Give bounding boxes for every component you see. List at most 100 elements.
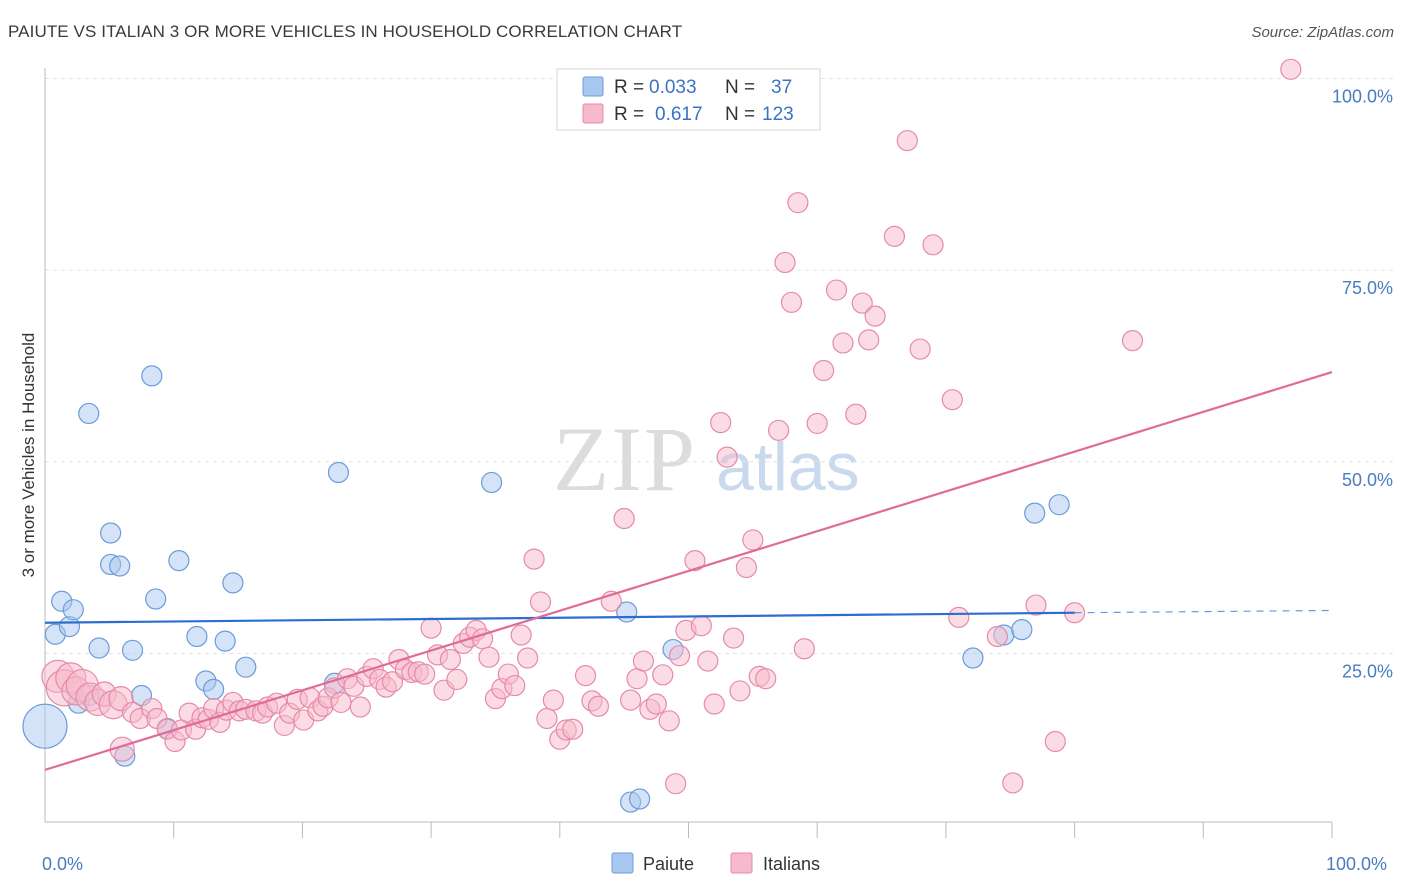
italians-point xyxy=(793,638,815,660)
y-axis-title: 3 or more Vehicles in Household xyxy=(19,333,38,578)
italians-point xyxy=(755,668,777,690)
italians-point xyxy=(883,225,906,247)
series-legend-swatch-italians xyxy=(730,852,753,874)
watermark-atlas: atlas xyxy=(716,429,860,505)
paiute-point xyxy=(78,402,100,425)
italians-point xyxy=(587,695,610,717)
italians-point xyxy=(504,674,526,697)
paiute-point xyxy=(222,572,244,594)
italians-point xyxy=(632,650,655,672)
paiute-point xyxy=(235,656,257,678)
legend-r-value-italians: 0.617 xyxy=(655,104,703,125)
italians-point xyxy=(941,389,963,411)
trendlines xyxy=(44,371,1333,771)
chart-source: Source: ZipAtlas.com xyxy=(1251,24,1394,41)
legend-n-label-paiute: N = xyxy=(725,77,755,98)
italians-point xyxy=(613,507,635,530)
paiute-point xyxy=(62,599,84,621)
italians-point xyxy=(562,718,584,740)
italians-point xyxy=(722,627,745,649)
italians-point xyxy=(478,646,500,668)
italians-point xyxy=(658,710,680,732)
italians-point xyxy=(1280,58,1302,80)
italians-point xyxy=(420,617,442,639)
italians-point xyxy=(645,693,667,715)
italians-point xyxy=(542,689,564,711)
italians-point xyxy=(774,251,796,274)
italians-point xyxy=(1044,730,1066,753)
paiute-point xyxy=(1011,619,1033,641)
paiute-point xyxy=(22,703,68,749)
paiute-point xyxy=(1024,502,1046,524)
italians-point xyxy=(349,696,371,718)
legend-r-label-paiute: R = xyxy=(614,77,644,98)
italians-point xyxy=(665,773,687,795)
italians-point xyxy=(806,412,828,435)
italians-point xyxy=(948,606,970,628)
italians-point xyxy=(716,446,738,468)
chart-title: PAIUTE VS ITALIAN 3 OR MORE VEHICLES IN … xyxy=(8,22,683,41)
series-legend-swatch-paiute xyxy=(611,852,634,874)
legend-r-label-italians: R = xyxy=(614,104,644,125)
watermark-zip: ZIP xyxy=(553,408,697,510)
italians-point xyxy=(703,693,725,715)
paiute-point xyxy=(480,471,503,494)
italians-point xyxy=(767,419,790,441)
italians-points xyxy=(41,58,1302,795)
paiute-trendline xyxy=(44,611,1075,624)
italians-point xyxy=(697,650,719,672)
paiute-point xyxy=(88,637,110,659)
italians-point xyxy=(909,338,931,360)
italians-point xyxy=(710,412,732,434)
italians-point xyxy=(529,591,552,613)
italians-point xyxy=(922,234,944,256)
italians-point xyxy=(1002,772,1024,794)
italians-point xyxy=(780,291,803,313)
italians-point xyxy=(626,668,648,690)
italians-point xyxy=(825,279,848,301)
italians-point xyxy=(845,403,867,425)
italians-point xyxy=(986,625,1008,648)
legend-r-value-paiute: 0.033 xyxy=(649,77,697,98)
italians-point xyxy=(668,645,691,667)
paiute-point xyxy=(1048,494,1070,516)
y-tick-labels: 25.0% 50.0% 75.0% 100.0% xyxy=(1332,87,1393,682)
italians-point xyxy=(742,529,764,551)
legend-n-value-italians: 123 xyxy=(762,104,794,125)
italians-point xyxy=(832,332,854,354)
italians-point xyxy=(729,680,751,702)
paiute-point xyxy=(100,522,122,544)
x-ticks xyxy=(173,822,1333,838)
italians-point xyxy=(536,707,558,730)
italians-trendline xyxy=(44,371,1333,771)
italians-point xyxy=(523,548,545,570)
x-tick-label-max: 100.0% xyxy=(1326,854,1387,874)
italians-point xyxy=(517,647,539,669)
italians-point xyxy=(619,689,642,711)
italians-point xyxy=(787,192,809,214)
paiute-point xyxy=(168,550,190,572)
gridlines xyxy=(45,78,1395,654)
stats-legend: R = 0.033 N = 37 R = 0.617 N = 123 xyxy=(556,68,821,131)
y-tick-label: 50.0% xyxy=(1342,470,1393,490)
paiute-point xyxy=(141,365,163,387)
paiute-point xyxy=(214,630,236,652)
y-tick-label: 100.0% xyxy=(1332,87,1393,107)
italians-point xyxy=(510,624,532,646)
legend-n-label-italians: N = xyxy=(725,104,755,125)
y-tick-label: 75.0% xyxy=(1342,278,1393,298)
italians-point xyxy=(574,665,597,687)
italians-point xyxy=(858,329,880,351)
italians-point xyxy=(851,292,873,314)
y-tick-label: 25.0% xyxy=(1342,661,1393,681)
italians-point xyxy=(690,615,712,637)
italians-point xyxy=(381,671,404,693)
series-legend-label-italians: Italians xyxy=(763,854,820,874)
paiute-point xyxy=(628,788,651,810)
italians-point xyxy=(1025,594,1047,616)
italians-point xyxy=(446,668,468,691)
paiute-point xyxy=(145,588,167,610)
paiute-point xyxy=(109,555,131,577)
paiute-point xyxy=(327,461,350,484)
